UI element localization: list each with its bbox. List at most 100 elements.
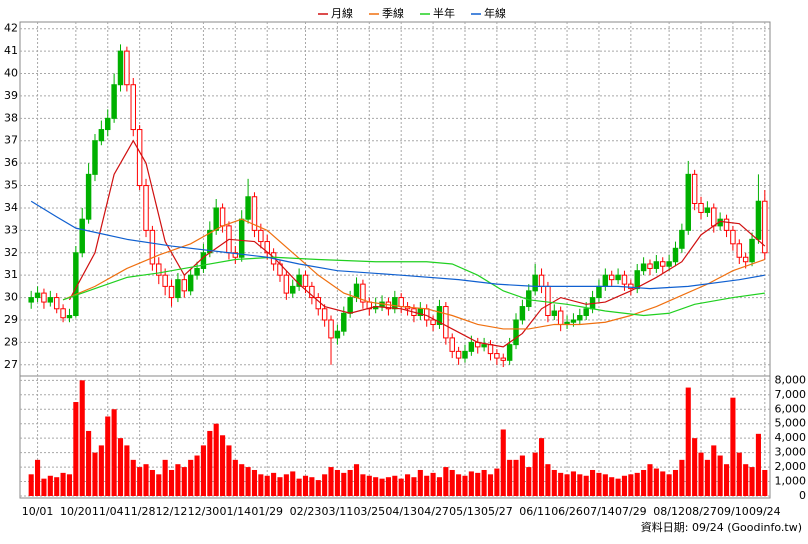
volume-bar bbox=[398, 478, 404, 496]
volume-bar bbox=[213, 423, 219, 496]
candle-body bbox=[238, 218, 245, 258]
y2-tick-label: 5,000 bbox=[775, 417, 807, 430]
volume-bar bbox=[411, 477, 417, 496]
volume-bar bbox=[353, 464, 360, 496]
volume-bar bbox=[602, 474, 608, 496]
volume-bar bbox=[360, 474, 366, 496]
volume-bar bbox=[35, 459, 41, 496]
volume-bar bbox=[271, 472, 277, 496]
candle-body bbox=[640, 263, 647, 272]
volume-bar bbox=[277, 477, 283, 496]
volume-bar bbox=[162, 459, 168, 496]
volume-bar bbox=[749, 467, 755, 496]
volume-bar bbox=[137, 467, 143, 496]
candle-body bbox=[730, 229, 736, 245]
x-tick-label: 10/01 bbox=[22, 505, 54, 518]
volume-bar bbox=[315, 480, 321, 496]
volume-bar bbox=[698, 452, 704, 496]
y-tick-label: 34 bbox=[4, 201, 18, 214]
candle-body bbox=[347, 297, 353, 314]
volume-bar bbox=[73, 402, 79, 496]
volume-bar bbox=[723, 464, 730, 496]
candle-body bbox=[513, 319, 519, 346]
volume-bar bbox=[526, 467, 532, 496]
candle-body bbox=[105, 117, 111, 131]
candle-body bbox=[130, 84, 136, 131]
volume-bar bbox=[583, 475, 589, 496]
candle-body bbox=[634, 270, 640, 290]
y-tick-label: 30 bbox=[4, 291, 18, 304]
volume-bar bbox=[149, 469, 155, 496]
volume-bar bbox=[334, 469, 340, 496]
y2-tick-label: 2,000 bbox=[775, 460, 807, 473]
legend-label: 月線 bbox=[331, 6, 353, 20]
x-tick-label: 04/13 bbox=[385, 505, 417, 518]
volume-bar bbox=[672, 469, 679, 496]
volume-bar bbox=[487, 474, 494, 496]
candle-body bbox=[608, 274, 615, 281]
volume-bar bbox=[283, 474, 289, 496]
candle-body bbox=[545, 285, 551, 317]
volume-bar bbox=[60, 472, 66, 496]
candle-body bbox=[124, 50, 130, 86]
volume-bar bbox=[264, 475, 270, 496]
y-tick-label: 39 bbox=[4, 89, 18, 102]
volume-bar bbox=[124, 445, 130, 496]
candle-body bbox=[538, 274, 545, 287]
volume-bar bbox=[28, 474, 34, 496]
volume-bar bbox=[513, 459, 519, 496]
y-tick-label: 37 bbox=[4, 134, 18, 147]
candle-body bbox=[481, 344, 487, 348]
candle-body bbox=[149, 229, 156, 265]
candle-body bbox=[200, 252, 207, 269]
candle-body bbox=[698, 202, 704, 213]
volume-bar bbox=[436, 477, 443, 496]
candle-body bbox=[136, 129, 143, 187]
volume-bar bbox=[545, 464, 551, 496]
candle-body bbox=[328, 319, 334, 339]
candle-body bbox=[162, 274, 168, 287]
candle-body bbox=[742, 256, 749, 263]
volume-bar bbox=[660, 471, 666, 496]
volume-bar bbox=[105, 416, 111, 496]
volume-bar bbox=[743, 464, 749, 496]
volume-bar bbox=[736, 452, 742, 496]
candle-body bbox=[47, 297, 54, 303]
y2-tick-label: 0 bbox=[799, 489, 806, 502]
y-tick-label: 40 bbox=[4, 67, 18, 80]
volume-bar bbox=[704, 459, 710, 496]
volume-bar bbox=[117, 438, 124, 496]
volume-bar bbox=[143, 464, 149, 496]
volume-bar bbox=[47, 475, 53, 496]
volume-bar bbox=[239, 464, 245, 496]
volume-bar bbox=[245, 467, 251, 496]
volume-bar bbox=[188, 459, 194, 496]
ma-line bbox=[62, 256, 765, 317]
y-tick-label: 35 bbox=[4, 179, 18, 192]
ma-line bbox=[68, 139, 766, 348]
candle-body bbox=[602, 274, 609, 287]
x-tick-label: 12/30 bbox=[188, 505, 220, 518]
x-tick-label: 08/12 bbox=[653, 505, 685, 518]
candle-body bbox=[494, 353, 500, 359]
volume-bar bbox=[66, 474, 73, 496]
volume-bar bbox=[220, 435, 226, 496]
y-tick-label: 27 bbox=[4, 358, 18, 371]
x-tick-label: 09/24 bbox=[749, 505, 781, 518]
y-tick-label: 38 bbox=[4, 111, 18, 124]
candle-body bbox=[181, 279, 188, 292]
x-tick-label: 11/04 bbox=[92, 505, 124, 518]
candle-body bbox=[232, 252, 239, 258]
candle-body bbox=[596, 285, 602, 299]
legend-label: 半年 bbox=[433, 6, 455, 20]
candle-body bbox=[398, 297, 404, 308]
volume-bar bbox=[500, 429, 506, 496]
volume-bar bbox=[373, 477, 379, 496]
volume-bar bbox=[41, 478, 47, 496]
volume-bar bbox=[551, 469, 557, 496]
volume-bar bbox=[341, 472, 347, 496]
candle-body bbox=[53, 297, 60, 310]
volume-bar bbox=[481, 469, 487, 496]
candle-body bbox=[353, 283, 360, 299]
candle-body bbox=[187, 274, 194, 292]
